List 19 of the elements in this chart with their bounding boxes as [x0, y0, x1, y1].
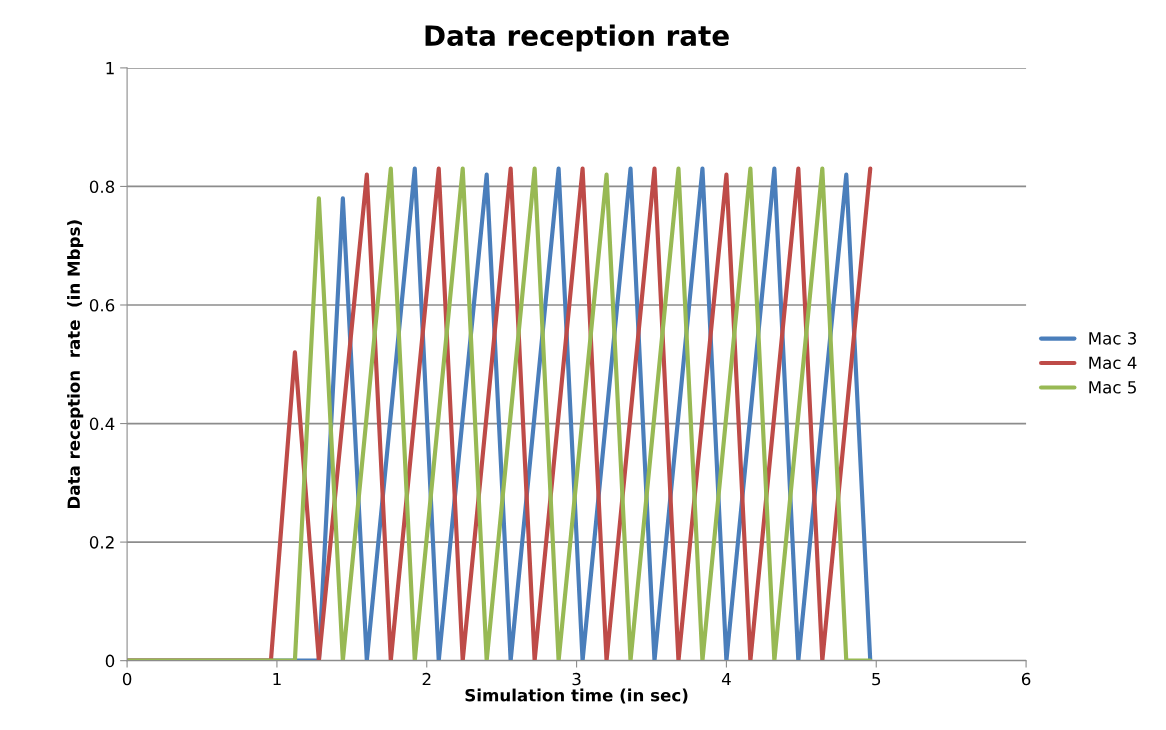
x-tick-label: 5: [872, 672, 881, 686]
y-tick-label: 1: [106, 62, 114, 75]
y-tick-label: 0.6: [89, 298, 115, 312]
x-axis-title: Simulation time (in sec): [465, 688, 688, 704]
y-tick-label: 0.2: [89, 536, 114, 549]
x-tick-label: 4: [721, 672, 731, 686]
x-tick-label: 6: [1021, 672, 1031, 686]
chart-title: Data reception rate: [425, 24, 729, 52]
y-tick-label: 0.4: [89, 417, 115, 431]
x-tick-label: 0: [122, 672, 132, 686]
y-tick-label: 0.8: [89, 180, 115, 194]
y-tick-label: 0: [105, 654, 115, 668]
legend-label: Mac 3: [1089, 332, 1137, 345]
legend-label: Mac 5: [1089, 381, 1136, 394]
legend-label: Mac 4: [1089, 356, 1137, 370]
y-axis-title: Data reception rate (in Mbps): [67, 220, 84, 509]
x-tick-label: 1: [273, 672, 281, 686]
x-tick-label: 2: [422, 672, 431, 686]
x-tick-label: 3: [572, 672, 581, 686]
